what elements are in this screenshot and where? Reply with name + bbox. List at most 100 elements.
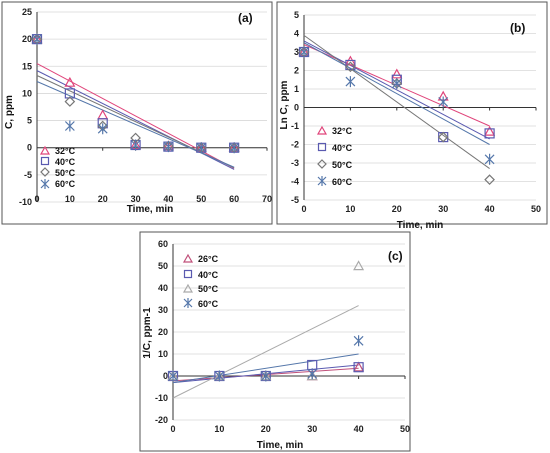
data-point-s4-1 — [168, 370, 178, 382]
panel-b-xlabel: Time, min — [397, 220, 444, 231]
x-tick-label: 50 — [400, 424, 410, 434]
panel-b-legend: 32°C 40°C 50°C 60°C — [316, 125, 353, 187]
panel-a-legend-text-2: 40°C — [55, 157, 76, 167]
panel-c-legend-item-1: 26°C — [182, 253, 219, 264]
panel-c-legend-marker-2 — [183, 269, 193, 279]
data-point-s3-5 — [353, 260, 365, 271]
data-point-s4-2 — [64, 120, 75, 132]
y-tick-label: 20 — [22, 34, 32, 44]
panel-a-xlabel: Time, min — [127, 204, 174, 215]
fit-line-4 — [303, 42, 490, 145]
data-point-s3-2 — [345, 61, 356, 73]
x-tick-label: 60 — [229, 194, 239, 204]
panel-a-label: (a) — [238, 11, 253, 25]
y-tick-label: 25 — [22, 7, 32, 17]
panel-b-legend-text-3: 50°C — [332, 160, 353, 170]
panel-c-legend-text-2: 40°C — [198, 270, 219, 280]
panel-c-legend-item-3: 50°C — [182, 283, 219, 294]
x-tick-label: 20 — [98, 194, 108, 204]
fit-line-3 — [172, 305, 359, 399]
panel-a-legend-item-4: 60°C — [40, 179, 76, 189]
x-tick-label: 20 — [392, 204, 402, 214]
panel-a-legend-item-3: 50°C — [40, 167, 76, 178]
panel-a-legend-marker-2 — [40, 156, 50, 166]
x-tick-label: 20 — [261, 424, 271, 434]
panel-c-legend-item-2: 40°C — [183, 269, 219, 280]
fit-line-3 — [303, 34, 490, 169]
x-tick-label: 30 — [131, 194, 141, 204]
data-point-s4-2 — [214, 370, 225, 382]
panel-a-legend-marker-1 — [39, 145, 51, 155]
x-tick-label: 30 — [438, 204, 448, 214]
x-tick-label: 40 — [354, 424, 364, 434]
data-point-s4-2 — [345, 76, 356, 88]
x-tick-label: 0 — [34, 194, 39, 204]
data-point-s1-2 — [64, 76, 76, 87]
data-point-s4-4 — [130, 139, 141, 151]
data-point-s3-5 — [484, 174, 495, 185]
y-tick-label: 40 — [158, 283, 168, 293]
panel-b-axes — [303, 15, 537, 200]
data-point-s4-7 — [229, 142, 240, 154]
x-tick-label: 0 — [301, 204, 306, 214]
y-tick-label: 20 — [158, 327, 168, 337]
data-point-s1-5 — [484, 125, 496, 136]
panel-c-xlabel: Time, min — [257, 440, 304, 451]
y-tick-label: -20 — [155, 415, 168, 425]
y-tick-label: 2 — [294, 66, 299, 76]
y-tick-label: 4 — [294, 29, 299, 39]
data-point-s1-5 — [353, 361, 365, 372]
y-tick-label: 60 — [158, 239, 168, 249]
x-tick-label: 50 — [196, 194, 206, 204]
x-tick-label: 10 — [345, 204, 355, 214]
panel-b-legend-item-3: 50°C — [317, 159, 353, 170]
panel-b-points — [298, 46, 496, 185]
data-point-s4-1 — [299, 46, 309, 58]
panel-b-label: (b) — [510, 21, 525, 35]
x-tick-label: 40 — [485, 204, 495, 214]
y-tick-label: 5 — [294, 10, 299, 20]
panel-a-points — [31, 33, 240, 154]
x-tick-label: 10 — [214, 424, 224, 434]
y-tick-label: -5 — [24, 170, 32, 180]
panel-c-tick-labels: -20 -10 0 10 20 30 40 50 60 0 10 20 30 40 50 — [155, 239, 410, 434]
y-tick-label: -2 — [291, 140, 299, 150]
panel-a-legend-item-1: 32°C — [39, 145, 76, 156]
panel-b-legend-marker-1 — [316, 125, 328, 135]
panel-c-legend-marker-1 — [182, 253, 194, 263]
panel-b-legend-item-2: 40°C — [317, 142, 353, 153]
data-point-s2-5 — [484, 128, 495, 139]
y-tick-label: -3 — [291, 158, 299, 168]
panel-b-legend-text-1: 32°C — [332, 126, 353, 136]
panel-b-legend-text-4: 60°C — [332, 177, 353, 187]
x-tick-label: 50 — [531, 204, 541, 214]
panel-a-tick-labels: -10 -5 0 5 10 15 20 25 0 10 20 30 40 50 60 70 — [19, 7, 272, 207]
panel-a-legend-item-2: 40°C — [40, 156, 76, 167]
panel-b-legend-marker-4 — [317, 176, 327, 186]
x-tick-label: 30 — [307, 424, 317, 434]
panel-c-legend: 26°C 40°C 50°C 60°C — [182, 253, 219, 309]
panel-b-legend-marker-2 — [317, 142, 327, 152]
y-tick-label: 1 — [294, 84, 299, 94]
y-tick-label: 15 — [22, 61, 32, 71]
data-point-s4-3 — [97, 123, 108, 135]
data-point-s4-5 — [484, 153, 495, 165]
data-point-s2-2 — [64, 88, 75, 99]
x-tick-label: 0 — [170, 424, 175, 434]
panel-b-legend-marker-3 — [317, 159, 327, 169]
panel-a-legend-text-4: 60°C — [55, 179, 76, 189]
data-point-s4-5 — [353, 335, 364, 347]
data-point-s4-5 — [163, 141, 174, 153]
data-point-s4-3 — [391, 77, 402, 89]
panel-c-legend-marker-3 — [182, 283, 194, 293]
y-tick-label: 10 — [22, 88, 32, 98]
panel-a: -10 -5 0 5 10 15 20 25 0 10 20 30 40 50 60 70 (a) Time,… — [1, 1, 273, 225]
y-tick-label: -1 — [291, 121, 299, 131]
data-point-s4-4 — [438, 96, 449, 108]
y-tick-label: 3 — [294, 47, 299, 57]
y-tick-label: -10 — [19, 197, 32, 207]
x-tick-label: 10 — [65, 194, 75, 204]
